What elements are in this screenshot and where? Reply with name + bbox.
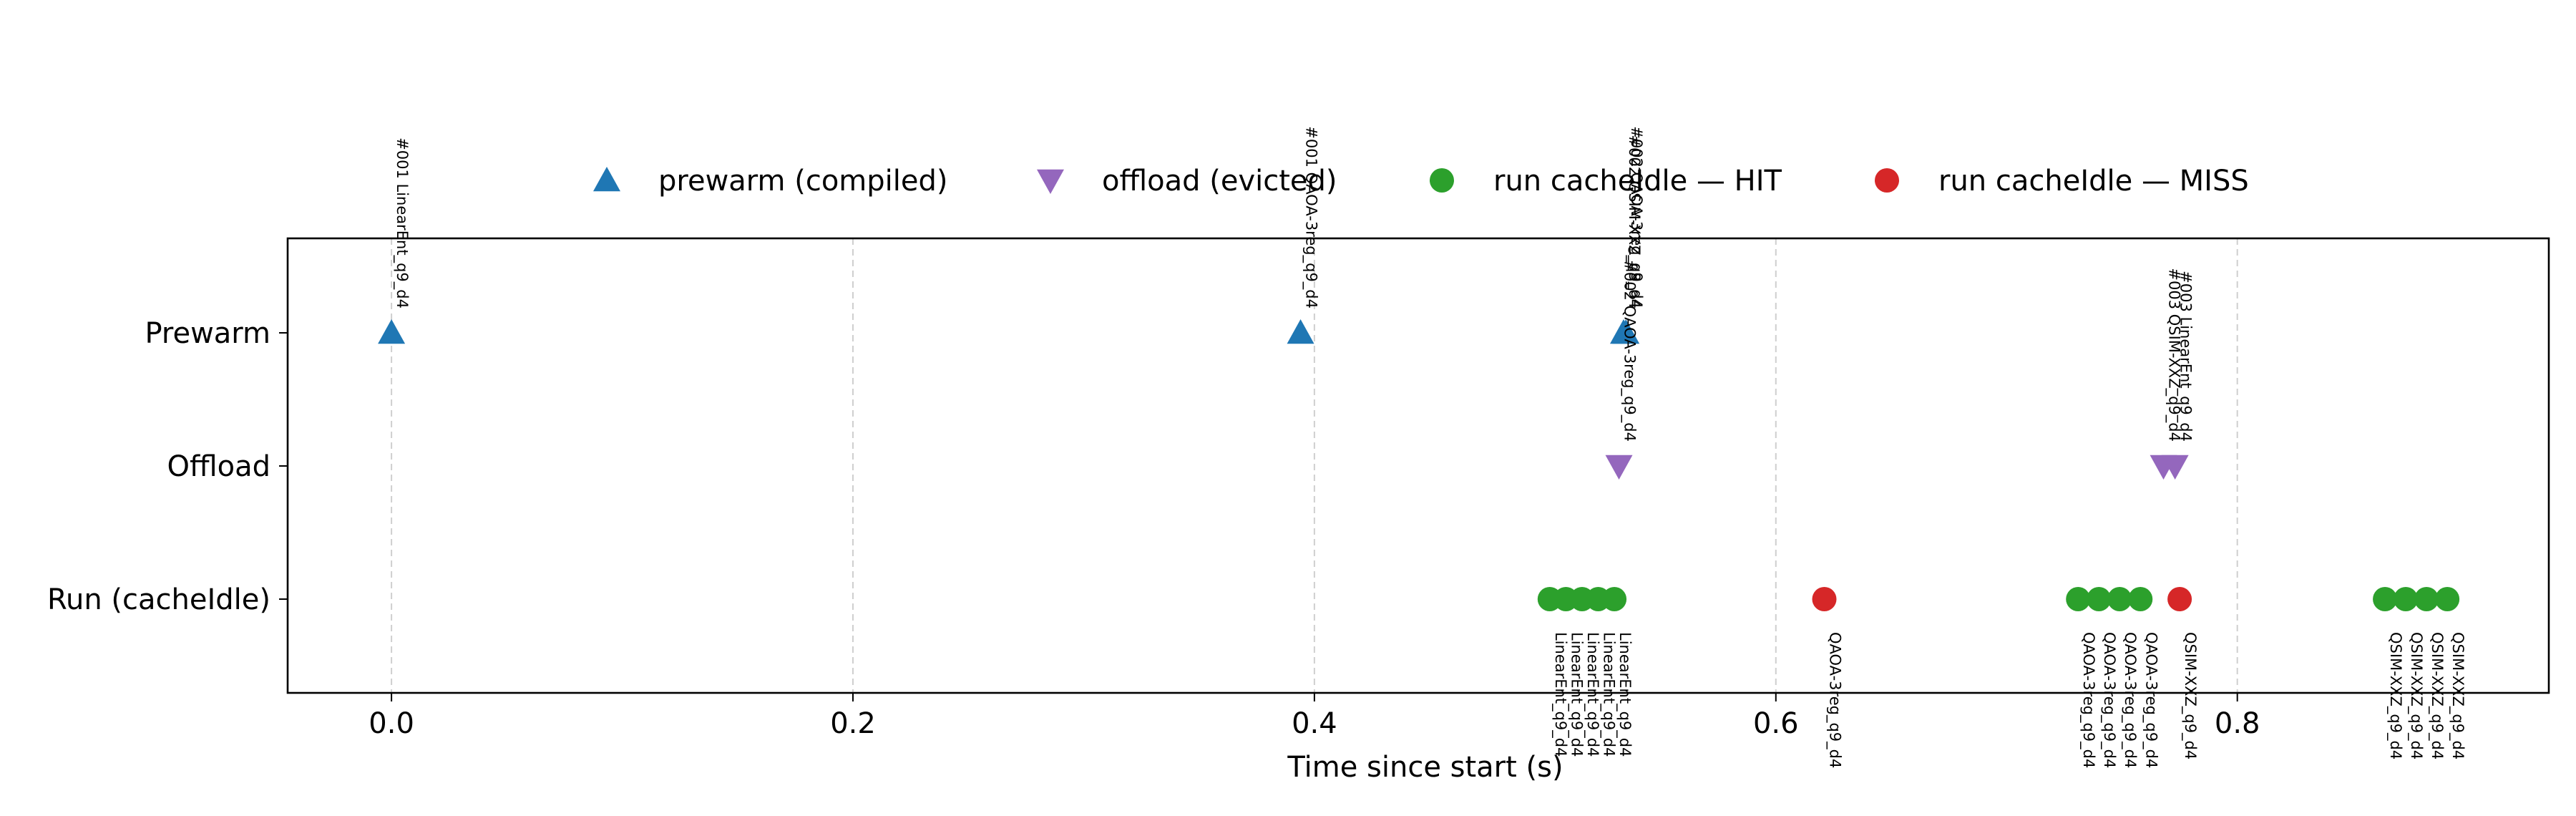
point-label: LinearEnt_q9_d4 xyxy=(1584,632,1601,757)
point-run xyxy=(2107,587,2132,611)
point-label: LinearEnt_q9_d4 xyxy=(1567,632,1585,757)
plot-area-frame xyxy=(286,237,2550,694)
point-label: QSIM-XXZ_q9_d4 xyxy=(2449,632,2467,759)
point-label: #003 QSIM-XXZ_q9_d4 xyxy=(2165,268,2183,442)
point-run xyxy=(1602,587,1627,611)
x-tick-label: 0.2 xyxy=(830,707,876,740)
legend-label: prewarm (compiled) xyxy=(658,165,947,198)
y-tick-label-run: Run (cacheIdle) xyxy=(47,583,270,616)
point-offload xyxy=(2161,455,2189,480)
point-label: #003 LinearEnt_q9_d4 xyxy=(2177,271,2195,442)
point-label: QSIM-XXZ_q9_d4 xyxy=(2407,632,2425,759)
legend-marker-offload xyxy=(1037,169,1064,194)
point-label: QAOA-3reg_q9_d4 xyxy=(2142,632,2160,768)
point-label: #002 QSIM-XXZ_q9_d4 xyxy=(1625,135,1643,309)
point-run xyxy=(2373,587,2398,611)
legend-label: run cacheIdle — HIT xyxy=(1493,165,1782,198)
y-axis-ticks: Prewarm Offload Run (cacheIdle) xyxy=(47,317,288,616)
point-run xyxy=(2066,587,2091,611)
point-label: LinearEnt_q9_d4 xyxy=(1616,632,1634,757)
point-run xyxy=(1812,587,1837,611)
x-tick-label: 0.8 xyxy=(2215,707,2260,740)
point-label: QSIM-XXZ_q9_d4 xyxy=(2386,632,2404,759)
point-run xyxy=(2435,587,2460,611)
point-run xyxy=(2128,587,2153,611)
point-label: QSIM-XXZ_q9_d4 xyxy=(2428,632,2446,759)
y-tick-label-offload: Offload xyxy=(167,450,270,483)
point-label: LinearEnt_q9_d4 xyxy=(1600,632,1618,757)
legend: prewarm (compiled) offload (evicted) run c… xyxy=(593,165,2249,198)
y-tick-label-prewarm: Prewarm xyxy=(145,317,270,350)
point-prewarm xyxy=(378,319,406,344)
point-label: QAOA-3reg_q9_d4 xyxy=(2100,632,2118,768)
x-axis-ticks: 0.0 0.2 0.4 0.6 0.8 xyxy=(369,693,2260,740)
point-label: #001 LinearEnt_q9_d4 xyxy=(393,137,411,309)
legend-marker-run xyxy=(1875,168,1899,193)
point-run xyxy=(2087,587,2112,611)
point-label: QAOA-3reg_q9_d4 xyxy=(1826,632,1844,768)
legend-label: run cacheIdle — MISS xyxy=(1938,165,2249,198)
point-offload xyxy=(1605,455,1633,480)
x-tick-label: 0.6 xyxy=(1753,707,1799,740)
point-prewarm xyxy=(1612,319,1640,344)
x-axis-label: Time since start (s) xyxy=(1287,751,1563,784)
point-annotations: #001 LinearEnt_q9_d4 #001 QAOA-3reg_q9_d4… xyxy=(393,126,2467,768)
point-prewarm xyxy=(1287,319,1314,344)
point-label: #002 QAOA-3reg_q9_d4 xyxy=(1621,259,1639,442)
point-label: QSIM-XXZ_q9_d4 xyxy=(2181,632,2199,759)
point-label: QAOA-3reg_q9_d4 xyxy=(2079,632,2097,768)
vertical-gridlines xyxy=(391,238,2238,693)
point-run xyxy=(2167,587,2192,611)
point-label: LinearEnt_q9_d4 xyxy=(1551,632,1569,757)
x-tick-label: 0.4 xyxy=(1292,707,1337,740)
point-label: QAOA-3reg_q9_d4 xyxy=(2121,632,2139,768)
point-label: #002 QAOA-3reg_q9_d4 xyxy=(1627,126,1645,309)
legend-marker-prewarm xyxy=(593,167,620,192)
point-label: #001 QAOA-3reg_q9_d4 xyxy=(1302,126,1320,309)
x-tick-label: 0.0 xyxy=(369,707,414,740)
point-run xyxy=(2394,587,2419,611)
legend-marker-run xyxy=(1430,168,1454,193)
event-markers xyxy=(378,319,2460,611)
legend-label: offload (evicted) xyxy=(1102,165,1337,198)
point-run xyxy=(2414,587,2439,611)
